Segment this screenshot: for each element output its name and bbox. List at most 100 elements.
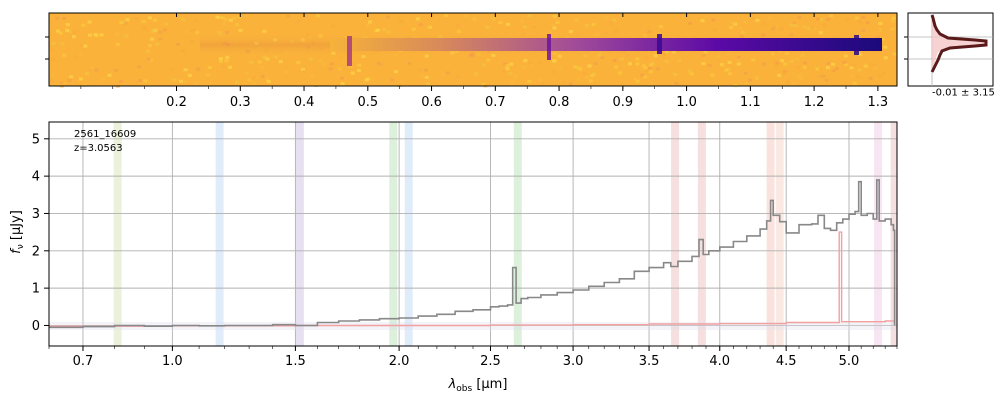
noise-pixel — [58, 83, 63, 87]
spectrum-1d-grid — [49, 122, 897, 346]
noise-pixel — [265, 57, 270, 61]
x-tick-label: 4.5 — [776, 354, 797, 369]
noise-pixel — [782, 70, 787, 74]
noise-pixel — [301, 68, 305, 71]
noise-pixel — [59, 81, 64, 85]
top-x-tick-label: 1.3 — [868, 95, 889, 110]
noise-pixel — [520, 19, 525, 23]
spectrum-2d-trace — [330, 38, 882, 51]
spectrum-2d-panel: 0.2 0.3 0.4 0.5 0.6 0.7 0.8 0.9 1.0 1.1 1.2 1.3 — [45, 12, 898, 110]
noise-pixel — [761, 21, 766, 25]
noise-pixel — [786, 79, 790, 83]
spectrum-1d-panel: 0.7 1.0 1.5 2.0 2.5 3.0 3.5 4.0 4.5 5.0 0 1 2 3 4 5 25… — [9, 121, 898, 394]
noise-pixel — [251, 76, 256, 80]
noise-pixel — [771, 27, 776, 31]
noise-pixel — [551, 23, 556, 27]
noise-pixel — [806, 26, 811, 30]
noise-pixel — [115, 42, 120, 46]
noise-pixel — [890, 19, 895, 23]
noise-pixel — [183, 68, 188, 72]
noise-pixel — [508, 72, 513, 76]
noise-pixel — [215, 15, 220, 19]
noise-pixel — [390, 78, 395, 82]
x-tick-label: 4.0 — [709, 354, 730, 369]
noise-pixel — [456, 75, 461, 79]
noise-pixel — [235, 23, 240, 27]
noise-pixel — [619, 57, 624, 61]
noise-pixel — [849, 74, 854, 78]
noise-pixel — [509, 62, 514, 66]
noise-pixel — [220, 16, 225, 20]
noise-pixel — [585, 24, 589, 28]
noise-pixel — [870, 63, 875, 67]
noise-pixel — [79, 43, 84, 47]
noise-pixel — [861, 15, 866, 19]
noise-pixel — [835, 67, 839, 70]
noise-pixel — [183, 66, 188, 70]
noise-pixel — [502, 69, 507, 73]
noise-pixel — [792, 22, 797, 26]
x-axis-subscript: obs — [456, 384, 472, 394]
noise-pixel — [831, 69, 836, 73]
noise-pixel — [78, 77, 83, 81]
noise-pixel — [235, 80, 239, 84]
spectrum-1d-series — [49, 179, 896, 329]
noise-pixel — [815, 67, 820, 71]
y-axis-symbol: f — [9, 247, 24, 254]
x-axis-symbol: λ — [448, 377, 457, 392]
noise-pixel — [472, 17, 477, 21]
y-axis-unit: [μJy] — [9, 210, 24, 240]
noise-pixel — [568, 30, 573, 33]
noise-pixel — [883, 45, 888, 49]
noise-pixel — [768, 16, 773, 20]
noise-pixel — [789, 59, 794, 63]
noise-pixel — [618, 71, 622, 75]
emission-band — [513, 122, 522, 346]
noise-pixel — [207, 66, 212, 69]
noise-pixel — [424, 75, 429, 79]
noise-pixel — [72, 35, 76, 39]
noise-pixel — [845, 18, 850, 22]
noise-pixel — [148, 16, 152, 20]
noise-pixel — [552, 59, 557, 63]
noise-pixel — [785, 81, 790, 85]
x-tick-label: 2.0 — [389, 354, 410, 369]
noise-pixel — [50, 48, 55, 52]
profile-line — [930, 14, 988, 73]
noise-pixel — [881, 71, 886, 75]
noise-pixel — [425, 82, 430, 86]
noise-pixel — [818, 68, 822, 71]
noise-pixel — [700, 19, 705, 23]
noise-pixel — [798, 77, 803, 81]
noise-pixel — [873, 66, 878, 70]
top-x-tick-label: 0.3 — [230, 95, 251, 110]
noise-pixel — [761, 62, 766, 66]
noise-pixel — [789, 23, 794, 27]
noise-pixel — [141, 20, 146, 23]
noise-pixel — [521, 65, 526, 69]
noise-pixel — [368, 20, 372, 24]
profile-frame — [907, 12, 994, 87]
y-tick-label: 2 — [32, 244, 40, 259]
noise-pixel — [603, 31, 608, 35]
noise-pixel — [775, 64, 780, 68]
noise-pixel — [228, 65, 233, 69]
emission-band — [113, 122, 122, 346]
noise-pixel — [321, 62, 326, 66]
noise-pixel — [179, 79, 183, 83]
noise-pixel — [81, 23, 86, 27]
noise-pixel — [644, 55, 649, 59]
noise-pixel — [386, 15, 391, 19]
noise-pixel — [485, 25, 490, 29]
noise-pixel — [217, 31, 222, 35]
noise-pixel — [540, 82, 545, 86]
noise-pixel — [176, 42, 180, 46]
noise-pixel — [826, 17, 830, 21]
noise-pixel — [528, 63, 533, 67]
noise-pixel — [555, 21, 560, 25]
noise-pixel — [612, 58, 617, 62]
noise-pixel — [635, 79, 640, 83]
noise-pixel — [505, 64, 510, 68]
noise-pixel — [153, 18, 158, 22]
